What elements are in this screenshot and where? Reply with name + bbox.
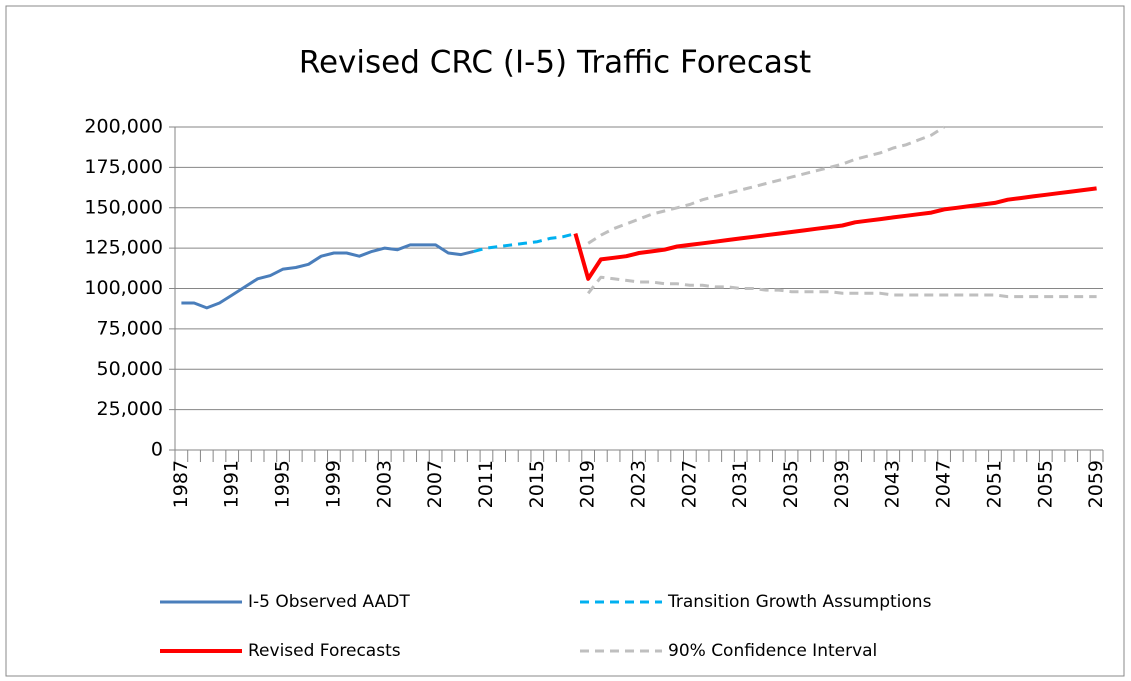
legend-label: Revised Forecasts: [248, 641, 401, 661]
x-tick-label: 2023: [628, 460, 650, 508]
x-tick-label: 1991: [221, 460, 243, 508]
y-tick-label: 125,000: [84, 237, 163, 259]
x-tick-label: 2055: [1034, 460, 1056, 508]
x-tick-label: 1999: [322, 460, 344, 508]
series-line: [587, 275, 1097, 299]
legend-label: 90% Confidence Interval: [668, 641, 877, 661]
series-line: [473, 232, 576, 253]
x-tick-label: 2019: [577, 460, 599, 508]
x-tick-label: 2059: [1085, 460, 1107, 508]
x-tick-label: 2043: [882, 460, 904, 508]
x-tick-label: 2011: [475, 460, 497, 508]
y-tick-label: 150,000: [84, 196, 163, 218]
x-tick-label: 2035: [780, 460, 802, 508]
legend-label: Transition Growth Assumptions: [667, 592, 932, 612]
y-tick-label: 25,000: [97, 398, 163, 420]
y-tick-label: 50,000: [97, 358, 163, 380]
x-tick-label: 2047: [933, 460, 955, 508]
x-tick-label: 1987: [170, 460, 192, 508]
x-tick-label: 2007: [424, 460, 446, 508]
y-tick-label: 75,000: [97, 317, 163, 339]
legend-label: I-5 Observed AADT: [248, 592, 410, 612]
y-tick-label: 100,000: [84, 277, 163, 299]
y-tick-label: 200,000: [84, 116, 163, 138]
x-tick-label: 2051: [983, 460, 1005, 508]
series-line: [573, 186, 1097, 281]
x-tick-label: 2039: [831, 460, 853, 508]
y-tick-label: 175,000: [84, 156, 163, 178]
x-tick-label: 2027: [678, 460, 700, 508]
y-tick-label: 0: [151, 439, 163, 461]
x-tick-label: 1995: [272, 460, 294, 508]
x-tick-label: 2003: [373, 460, 395, 508]
x-tick-label: 2031: [729, 460, 751, 508]
x-tick-label: 2015: [526, 460, 548, 508]
chart-title: Revised CRC (I-5) Traffic Forecast: [299, 45, 811, 81]
series-line: [587, 125, 945, 245]
chart-border: [5, 5, 1125, 677]
series-line: [181, 243, 475, 310]
